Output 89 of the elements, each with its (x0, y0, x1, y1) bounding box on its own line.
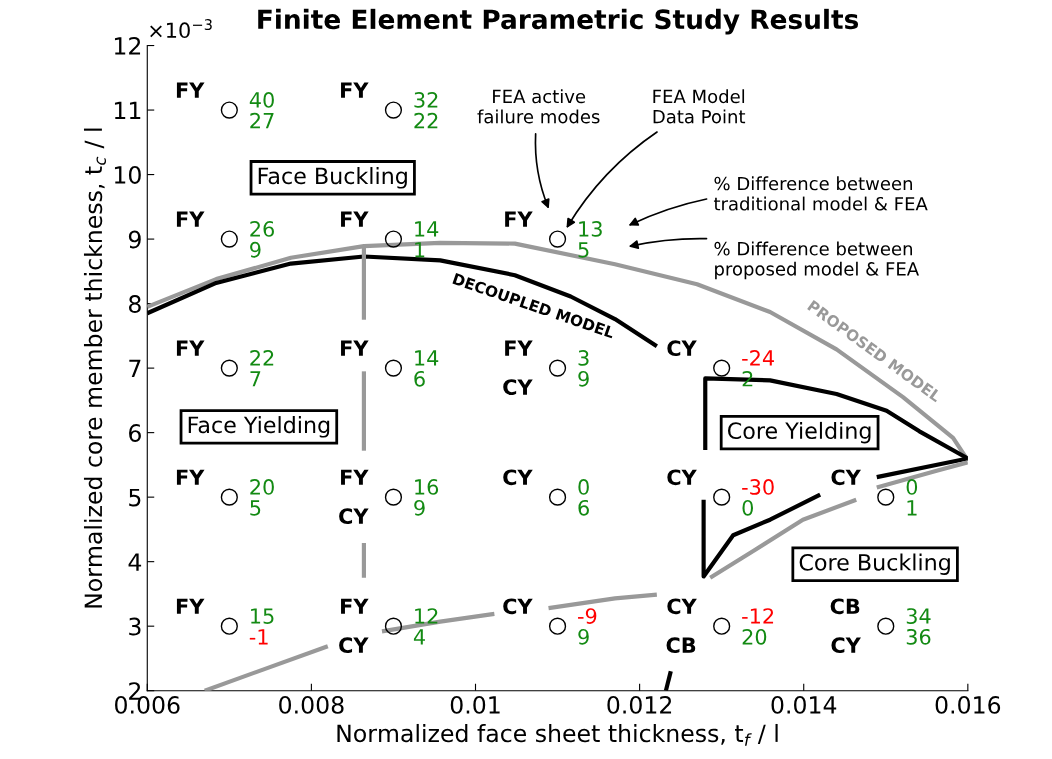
y-tick-label: 3 (129, 617, 141, 636)
chart-title: Finite Element Parametric Study Results (258, 8, 859, 35)
annotation: FY (176, 598, 205, 614)
annotation: FY (341, 469, 369, 485)
annotation: 13 (579, 221, 602, 237)
annotation: FY (176, 340, 205, 356)
annotation: FY (341, 340, 369, 356)
annotation: % Difference between traditional model & FEA (713, 176, 928, 211)
y-tick-label: 4 (128, 553, 142, 571)
annotation: -1 (249, 629, 268, 645)
annotation: FY (341, 598, 369, 614)
annotation: 27 (250, 112, 274, 129)
annotation: 14 (415, 221, 439, 237)
y-tick-label: 5 (129, 488, 141, 507)
annotation: % Difference between proposed model & FEA (714, 241, 919, 280)
annotation: FY (176, 469, 205, 485)
annotation: 16 (415, 479, 439, 495)
annotation: CY (339, 508, 369, 525)
annotation: 3 (578, 350, 589, 366)
annotation: 20 (742, 628, 767, 645)
annotation: 9 (578, 628, 589, 645)
annotation: 1 (907, 500, 917, 516)
y-tick-label: 6 (129, 424, 141, 442)
annotation: 0 (578, 479, 589, 495)
annotation: 12 (415, 608, 438, 624)
annotation: 7 (250, 371, 261, 387)
annotation: FY (341, 82, 369, 98)
annotation: 4 (413, 629, 425, 645)
annotation: 9 (578, 370, 589, 387)
annotation: 32 (414, 92, 438, 108)
y-tick-label: 11 (114, 101, 141, 120)
y-tick-label: 10 (114, 166, 141, 184)
annotation: CY (831, 469, 861, 486)
annotation: FY (505, 340, 533, 356)
annotation: CB (666, 637, 696, 654)
annotation: -12 (742, 608, 774, 624)
annotation: FEA active failure modes (477, 89, 600, 124)
annotation: 14 (415, 350, 439, 366)
y-tick-label: 12 (114, 36, 141, 55)
annotation: Core Buckling (799, 553, 950, 575)
x-tick-label: 0.014 (771, 695, 837, 714)
annotation: CY (667, 469, 697, 486)
annotation: CY (831, 637, 861, 654)
annotation: -9 (578, 608, 597, 624)
x-tick-label: 0.012 (607, 695, 672, 714)
annotation: CB (830, 598, 860, 615)
annotation: 34 (906, 608, 931, 624)
y-tick-label: 7 (129, 359, 141, 378)
text: ×10$^{−3}$ (150, 19, 212, 39)
annotation: 22 (250, 350, 274, 366)
annotation: -30 (742, 479, 774, 495)
annotation: 0 (742, 499, 753, 516)
x-axis-title: Normalized face sheet thickness, t$_{f}$ / l (337, 723, 778, 746)
y-axis-title: Normalized core member thickness, t$_{c}$ / l (83, 128, 107, 608)
x-tick-label: 0.01 (450, 695, 500, 714)
y-tick-label: 9 (128, 230, 141, 249)
annotation: 2 (742, 370, 753, 387)
annotation: CY (503, 379, 533, 395)
annotation: 5 (578, 242, 589, 258)
annotation: 26 (250, 221, 274, 237)
annotation: -24 (742, 350, 774, 366)
annotation: CY (667, 340, 697, 357)
annotation: FY (176, 82, 205, 98)
annotation: CY (339, 637, 369, 654)
annotation: CY (503, 598, 533, 615)
y-tick-label: 8 (129, 295, 141, 313)
annotation: 1 (415, 242, 425, 258)
annotation: 22 (414, 112, 438, 129)
annotation: Face Buckling (258, 167, 407, 189)
annotation: CY (667, 598, 697, 615)
annotation: 6 (578, 499, 589, 516)
annotation: 40 (249, 92, 274, 108)
annotation: 6 (414, 370, 425, 387)
annotation: 36 (906, 628, 931, 645)
annotation: 9 (250, 241, 261, 258)
annotation: FEA Model Data Point (653, 89, 746, 124)
annotation: 0 (906, 479, 918, 495)
annotation: CY (503, 469, 533, 486)
annotation: 5 (250, 500, 261, 516)
x-tick-label: 0.008 (279, 695, 344, 714)
annotation: Core Yielding (728, 421, 871, 444)
annotation: FY (341, 211, 369, 227)
annotation: 15 (251, 608, 274, 624)
annotation: 20 (250, 479, 274, 495)
annotation: Face Yielding (188, 416, 330, 438)
annotation: FY (176, 211, 205, 227)
annotation: FY (505, 211, 533, 227)
annotation: 9 (414, 499, 425, 516)
x-tick-label: 0.016 (935, 695, 1001, 714)
